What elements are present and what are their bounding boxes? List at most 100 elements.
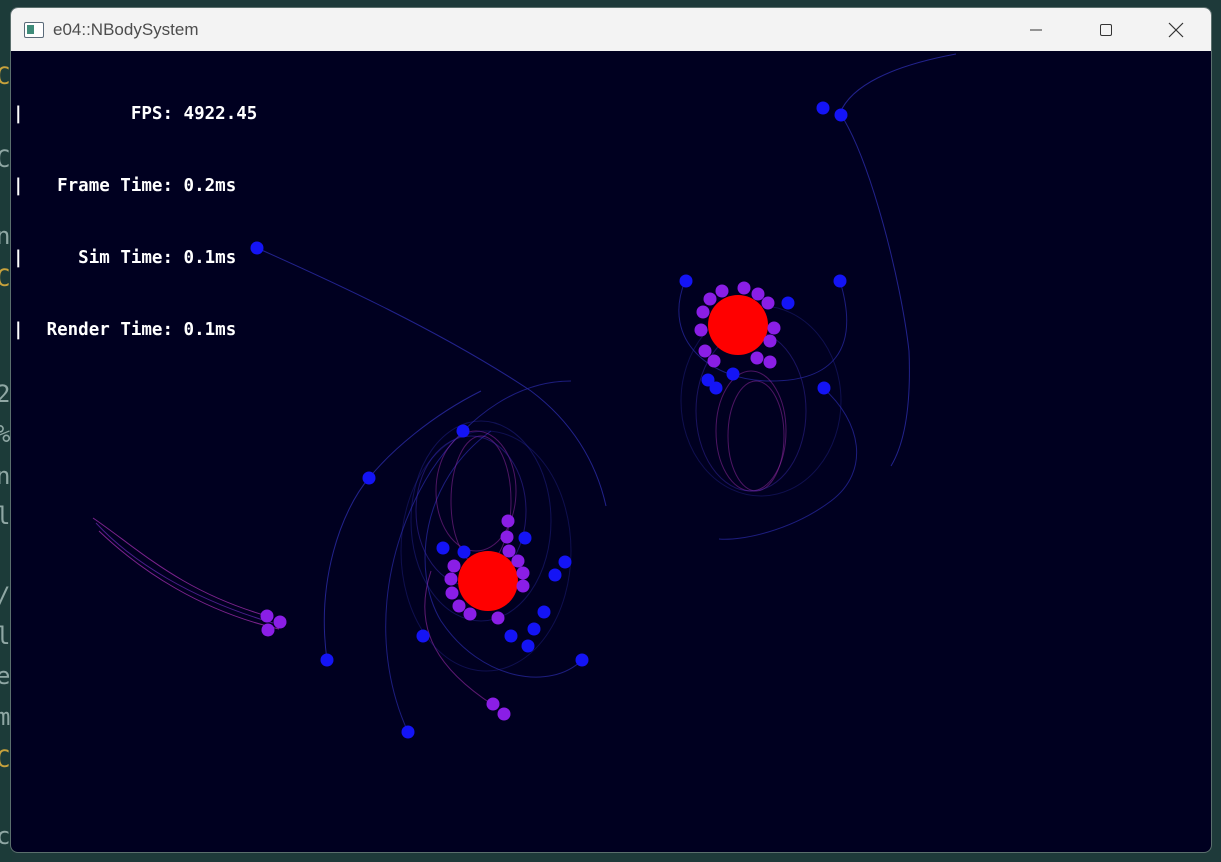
- inner-body: [273, 615, 287, 629]
- inner-body: [463, 607, 477, 621]
- background-glyph: n: [0, 462, 11, 490]
- simulation-scene: [92, 53, 957, 739]
- orbit-trail: [424, 430, 583, 678]
- simulation-canvas[interactable]: | FPS: 4922.45 | Frame Time: 0.2ms | Sim Ti…: [11, 51, 1211, 852]
- inner-body: [694, 323, 708, 337]
- window-controls: [1001, 8, 1211, 51]
- inner-body: [763, 355, 777, 369]
- orbit-trail: [92, 517, 268, 617]
- maximize-icon: [1100, 23, 1112, 36]
- inner-body: [750, 351, 764, 365]
- background-glyph: l: [0, 622, 11, 650]
- orbit-trail: [727, 380, 785, 492]
- outer-body: [701, 373, 715, 387]
- background-editor-strip: C C n C 2 % n l / l e m C c: [0, 0, 12, 862]
- inner-body: [698, 344, 712, 358]
- lower-star-system: [320, 424, 589, 739]
- orbit-trail: [435, 430, 517, 552]
- orbit-trail: [424, 570, 494, 706]
- inner-body: [703, 292, 717, 306]
- inner-bodies: [444, 514, 530, 721]
- outer-body: [834, 108, 848, 122]
- inner-body: [501, 514, 515, 528]
- outer-body: [362, 471, 376, 485]
- title-bar[interactable]: e04::NBodySystem: [11, 8, 1211, 51]
- sim-time-stat: | Sim Time: 0.1ms: [13, 248, 237, 268]
- fps-stat: | FPS: 4922.45: [13, 104, 258, 124]
- background-glyph: C: [0, 264, 11, 292]
- close-button[interactable]: [1141, 8, 1211, 51]
- inner-body: [452, 599, 466, 613]
- outer-body: [504, 629, 518, 643]
- star-body: [708, 295, 768, 355]
- orbit-trail: [715, 370, 787, 492]
- inner-body: [500, 530, 514, 544]
- inner-body: [516, 566, 530, 580]
- orbit-trail: [95, 522, 274, 624]
- render-time-stat: | Render Time: 0.1ms: [13, 320, 237, 340]
- sim-time-label: Sim Time:: [78, 248, 173, 268]
- background-glyph: e: [0, 662, 11, 690]
- inner-body: [491, 611, 505, 625]
- inner-bodies: [694, 281, 781, 369]
- sim-time-value: 0.1ms: [183, 248, 237, 268]
- outer-body: [548, 568, 562, 582]
- minimize-icon: [1030, 29, 1042, 30]
- inner-body: [497, 707, 511, 721]
- background-glyph: n: [0, 222, 11, 250]
- outer-body: [456, 424, 470, 438]
- inner-body: [767, 321, 781, 335]
- background-glyph: /: [0, 582, 10, 610]
- outer-body: [833, 274, 847, 288]
- stats-overlay: | FPS: 4922.45 | Frame Time: 0.2ms | Sim Ti…: [13, 54, 257, 390]
- inner-body: [261, 623, 275, 637]
- outer-bodies: [320, 424, 589, 739]
- outer-body: [575, 653, 589, 667]
- outer-body: [679, 274, 693, 288]
- outer-body: [781, 296, 795, 310]
- outer-body: [518, 531, 532, 545]
- orbit-trail: [839, 53, 957, 467]
- inner-body: [260, 609, 274, 623]
- background-glyph: 2: [0, 380, 11, 408]
- orbit-trail: [256, 247, 607, 507]
- orbit-trail: [718, 387, 858, 540]
- orbit-trail: [400, 430, 572, 672]
- stray-bodies: [250, 101, 848, 637]
- outer-body: [709, 381, 723, 395]
- inner-body: [751, 287, 765, 301]
- render-time-label: Render Time:: [46, 320, 173, 340]
- app-window-icon: [24, 21, 44, 38]
- upper-star-system: [679, 274, 847, 395]
- inner-body: [486, 697, 500, 711]
- frame-time-stat: | Frame Time: 0.2ms: [13, 176, 237, 196]
- outer-body: [817, 381, 831, 395]
- fps-value: 4922.45: [183, 104, 258, 124]
- minimize-button[interactable]: [1001, 8, 1071, 51]
- render-time-value: 0.1ms: [183, 320, 237, 340]
- outer-bodies: [679, 274, 847, 395]
- close-icon: [1168, 22, 1184, 37]
- outer-body: [521, 639, 535, 653]
- orbit-trail: [385, 380, 572, 733]
- background-glyph: %: [0, 420, 10, 448]
- outer-body: [250, 241, 264, 255]
- inner-body: [447, 559, 461, 573]
- maximize-button[interactable]: [1071, 8, 1141, 51]
- outer-body: [537, 605, 551, 619]
- inner-body: [511, 554, 525, 568]
- inner-body: [763, 334, 777, 348]
- inner-body: [516, 579, 530, 593]
- inner-body: [444, 572, 458, 586]
- orbit-trail: [410, 420, 552, 622]
- window-title: e04::NBodySystem: [53, 19, 199, 39]
- star-body: [458, 551, 518, 611]
- nbody-window[interactable]: e04::NBodySystem: [10, 7, 1212, 853]
- inner-body: [737, 281, 751, 295]
- background-glyph: m: [0, 703, 11, 731]
- outer-body: [436, 541, 450, 555]
- outer-body: [320, 653, 334, 667]
- background-glyph: C: [0, 62, 11, 90]
- outer-body: [416, 629, 430, 643]
- inner-body: [502, 544, 516, 558]
